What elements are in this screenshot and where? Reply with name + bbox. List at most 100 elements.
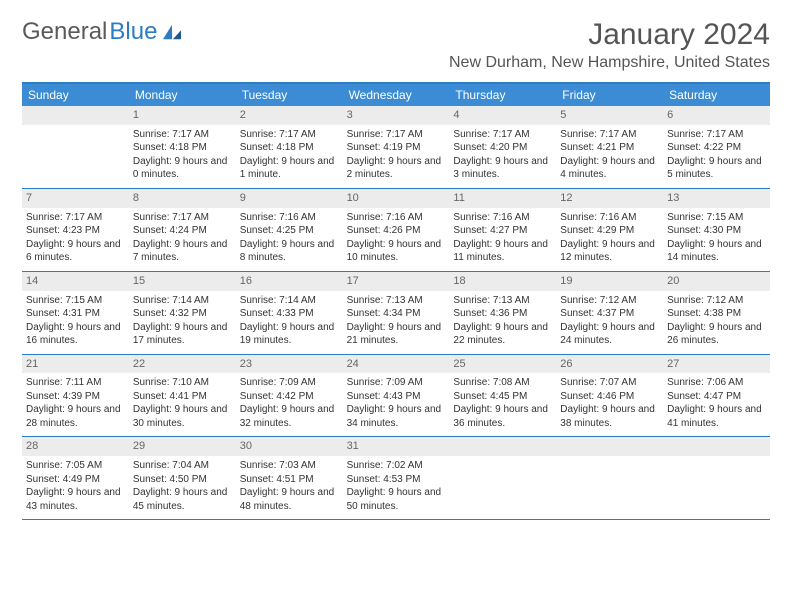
sunset-line: Sunset: 4:20 PM (453, 141, 552, 155)
sunset-line: Sunset: 4:53 PM (347, 473, 446, 487)
daylight-line: Daylight: 9 hours and 10 minutes. (347, 238, 446, 265)
sunrise-line: Sunrise: 7:17 AM (133, 211, 232, 225)
calendar-day: 24Sunrise: 7:09 AMSunset: 4:43 PMDayligh… (343, 355, 450, 437)
sunrise-line: Sunrise: 7:17 AM (133, 128, 232, 142)
daylight-line: Daylight: 9 hours and 43 minutes. (26, 486, 125, 513)
day-number: 24 (343, 355, 450, 374)
sunrise-line: Sunrise: 7:17 AM (26, 211, 125, 225)
day-number: 2 (236, 106, 343, 125)
daylight-line: Daylight: 9 hours and 50 minutes. (347, 486, 446, 513)
day-number: 28 (22, 437, 129, 456)
sunrise-line: Sunrise: 7:03 AM (240, 459, 339, 473)
calendar-day: 8Sunrise: 7:17 AMSunset: 4:24 PMDaylight… (129, 189, 236, 271)
calendar-day: 13Sunrise: 7:15 AMSunset: 4:30 PMDayligh… (663, 189, 770, 271)
sunrise-line: Sunrise: 7:13 AM (453, 294, 552, 308)
sunrise-line: Sunrise: 7:17 AM (347, 128, 446, 142)
calendar-day: 18Sunrise: 7:13 AMSunset: 4:36 PMDayligh… (449, 272, 556, 354)
day-number: 31 (343, 437, 450, 456)
calendar-day: 23Sunrise: 7:09 AMSunset: 4:42 PMDayligh… (236, 355, 343, 437)
calendar-day: 6Sunrise: 7:17 AMSunset: 4:22 PMDaylight… (663, 106, 770, 188)
sunrise-line: Sunrise: 7:04 AM (133, 459, 232, 473)
daylight-line: Daylight: 9 hours and 11 minutes. (453, 238, 552, 265)
sunrise-line: Sunrise: 7:05 AM (26, 459, 125, 473)
weekday-header: Saturday (663, 84, 770, 106)
daylight-line: Daylight: 9 hours and 14 minutes. (667, 238, 766, 265)
calendar-day: 1Sunrise: 7:17 AMSunset: 4:18 PMDaylight… (129, 106, 236, 188)
calendar-day: 16Sunrise: 7:14 AMSunset: 4:33 PMDayligh… (236, 272, 343, 354)
daylight-line: Daylight: 9 hours and 22 minutes. (453, 321, 552, 348)
daylight-line: Daylight: 9 hours and 0 minutes. (133, 155, 232, 182)
daylight-line: Daylight: 9 hours and 12 minutes. (560, 238, 659, 265)
day-number (22, 106, 129, 125)
sunrise-line: Sunrise: 7:17 AM (667, 128, 766, 142)
logo: GeneralBlue (22, 18, 183, 46)
header: GeneralBlue January 2024 New Durham, New… (22, 18, 770, 72)
calendar-day: 2Sunrise: 7:17 AMSunset: 4:18 PMDaylight… (236, 106, 343, 188)
day-number: 4 (449, 106, 556, 125)
sunset-line: Sunset: 4:49 PM (26, 473, 125, 487)
sunrise-line: Sunrise: 7:02 AM (347, 459, 446, 473)
day-number: 14 (22, 272, 129, 291)
calendar-week: 1Sunrise: 7:17 AMSunset: 4:18 PMDaylight… (22, 106, 770, 189)
day-number: 8 (129, 189, 236, 208)
calendar-day: 20Sunrise: 7:12 AMSunset: 4:38 PMDayligh… (663, 272, 770, 354)
sunset-line: Sunset: 4:39 PM (26, 390, 125, 404)
calendar-weeks: 1Sunrise: 7:17 AMSunset: 4:18 PMDaylight… (22, 106, 770, 520)
sunset-line: Sunset: 4:45 PM (453, 390, 552, 404)
daylight-line: Daylight: 9 hours and 17 minutes. (133, 321, 232, 348)
calendar-day: 4Sunrise: 7:17 AMSunset: 4:20 PMDaylight… (449, 106, 556, 188)
sail-icon (161, 23, 183, 41)
sunset-line: Sunset: 4:22 PM (667, 141, 766, 155)
day-number: 11 (449, 189, 556, 208)
daylight-line: Daylight: 9 hours and 34 minutes. (347, 403, 446, 430)
day-number: 3 (343, 106, 450, 125)
location: New Durham, New Hampshire, United States (449, 54, 770, 72)
logo-text-general: General (22, 18, 107, 46)
day-number: 30 (236, 437, 343, 456)
day-number: 23 (236, 355, 343, 374)
calendar-day (449, 437, 556, 519)
day-number: 10 (343, 189, 450, 208)
sunset-line: Sunset: 4:34 PM (347, 307, 446, 321)
sunset-line: Sunset: 4:25 PM (240, 224, 339, 238)
day-number: 9 (236, 189, 343, 208)
sunrise-line: Sunrise: 7:17 AM (453, 128, 552, 142)
daylight-line: Daylight: 9 hours and 24 minutes. (560, 321, 659, 348)
day-number (556, 437, 663, 456)
sunset-line: Sunset: 4:41 PM (133, 390, 232, 404)
sunset-line: Sunset: 4:24 PM (133, 224, 232, 238)
sunset-line: Sunset: 4:21 PM (560, 141, 659, 155)
sunrise-line: Sunrise: 7:14 AM (133, 294, 232, 308)
calendar-day (663, 437, 770, 519)
day-number: 19 (556, 272, 663, 291)
sunrise-line: Sunrise: 7:07 AM (560, 376, 659, 390)
sunset-line: Sunset: 4:18 PM (133, 141, 232, 155)
sunset-line: Sunset: 4:33 PM (240, 307, 339, 321)
day-number: 26 (556, 355, 663, 374)
calendar-day: 9Sunrise: 7:16 AMSunset: 4:25 PMDaylight… (236, 189, 343, 271)
sunrise-line: Sunrise: 7:13 AM (347, 294, 446, 308)
day-number: 25 (449, 355, 556, 374)
calendar-day: 28 Sunrise: 7:05 AMSunset: 4:49 PMDayligh… (22, 437, 129, 519)
sunrise-line: Sunrise: 7:10 AM (133, 376, 232, 390)
sunrise-line: Sunrise: 7:09 AM (347, 376, 446, 390)
daylight-line: Daylight: 9 hours and 41 minutes. (667, 403, 766, 430)
daylight-line: Daylight: 9 hours and 21 minutes. (347, 321, 446, 348)
daylight-line: Daylight: 9 hours and 48 minutes. (240, 486, 339, 513)
sunrise-line: Sunrise: 7:17 AM (240, 128, 339, 142)
weekday-header: Tuesday (236, 84, 343, 106)
calendar: SundayMondayTuesdayWednesdayThursdayFrid… (22, 82, 770, 520)
day-number: 22 (129, 355, 236, 374)
sunset-line: Sunset: 4:26 PM (347, 224, 446, 238)
calendar-day: 29Sunrise: 7:04 AMSunset: 4:50 PMDayligh… (129, 437, 236, 519)
sunrise-line: Sunrise: 7:08 AM (453, 376, 552, 390)
day-number: 18 (449, 272, 556, 291)
daylight-line: Daylight: 9 hours and 26 minutes. (667, 321, 766, 348)
calendar-week: 7Sunrise: 7:17 AMSunset: 4:23 PMDaylight… (22, 189, 770, 272)
calendar-day: 30Sunrise: 7:03 AMSunset: 4:51 PMDayligh… (236, 437, 343, 519)
calendar-day: 17Sunrise: 7:13 AMSunset: 4:34 PMDayligh… (343, 272, 450, 354)
daylight-line: Daylight: 9 hours and 19 minutes. (240, 321, 339, 348)
calendar-day: 19Sunrise: 7:12 AMSunset: 4:37 PMDayligh… (556, 272, 663, 354)
calendar-day: 11Sunrise: 7:16 AMSunset: 4:27 PMDayligh… (449, 189, 556, 271)
sunrise-line: Sunrise: 7:09 AM (240, 376, 339, 390)
